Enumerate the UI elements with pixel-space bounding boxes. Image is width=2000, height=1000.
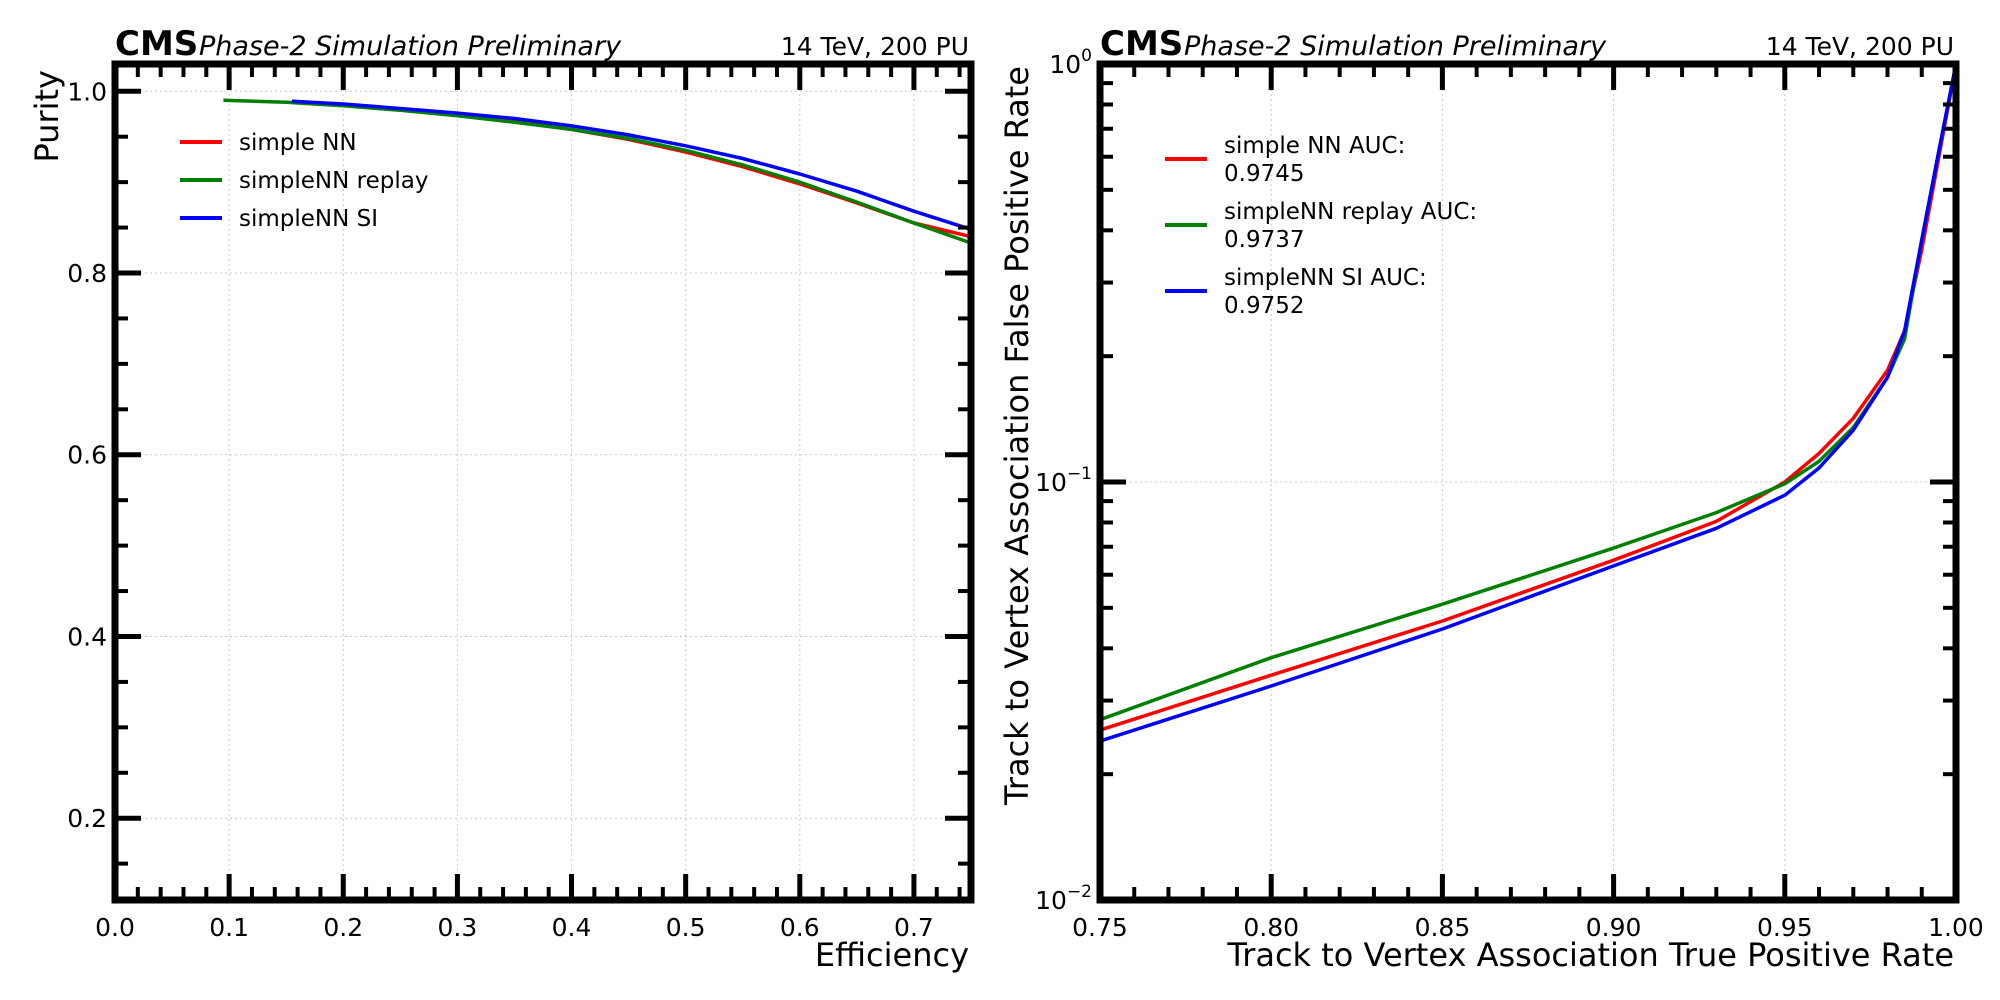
series-lines [223, 98, 972, 245]
legend-label: simple NN AUC: [1224, 133, 1405, 159]
energy-label: 14 TeV, 200 PU [1766, 32, 1954, 61]
legend-label: simpleNN replay [239, 168, 428, 194]
legend-item: simpleNN SI [180, 206, 378, 232]
x-tick-label: 0.0 [95, 913, 135, 942]
x-tick-label: 0.5 [666, 913, 706, 942]
y-tick-label: 0.8 [67, 259, 107, 288]
x-tick-label: 1.00 [1928, 913, 1984, 942]
cms-label: CMS [1100, 24, 1183, 64]
preliminary-label: Phase-2 Simulation Preliminary [1184, 31, 1607, 62]
series-line-2 [1099, 63, 1958, 743]
x-tick-label: 0.7 [894, 913, 934, 942]
y-tick-label: 10−1 [1035, 464, 1092, 497]
series-line-2 [291, 99, 972, 232]
purity-efficiency-chart: 0.0 0.1 0.2 0.3 0.4 0.5 0.6 0.7 0.2 0.4 0.6 0.8 1.0… [28, 24, 975, 974]
x-tick-label: 0.4 [552, 913, 592, 942]
legend: simple NN AUC:0.9745 simpleNN replay AUC:… [1165, 133, 1477, 319]
x-tick-labels: 0.0 0.1 0.2 0.3 0.4 0.5 0.6 0.7 [95, 913, 934, 942]
x-axis-title: Track to Vertex Association True Positiv… [1226, 936, 1954, 974]
x-tick-label: 0.1 [209, 913, 249, 942]
legend-item: simple NN AUC:0.9745 [1165, 133, 1405, 187]
preliminary-label: Phase-2 Simulation Preliminary [199, 31, 622, 62]
x-tick-label: 0.6 [780, 913, 820, 942]
y-tick-label: 1.0 [67, 77, 107, 106]
series-line-1 [223, 98, 972, 245]
y-axis-title: Track to Vertex Association False Positi… [998, 66, 1036, 806]
plot-frame [1096, 60, 1960, 904]
grid-lines [1100, 64, 1956, 900]
y-tick-labels: 0.2 0.4 0.6 0.8 1.0 [67, 77, 107, 833]
x-axis-title: Efficiency [815, 936, 969, 974]
plot-frame [111, 60, 975, 904]
legend-item: simpleNN replay [180, 168, 428, 194]
series-lines [1099, 63, 1958, 743]
x-tick-label: 0.80 [1243, 913, 1299, 942]
x-tick-label: 0.90 [1586, 913, 1642, 942]
grid-lines [115, 64, 971, 900]
legend: simple NN simpleNN replay simpleNN SI [180, 130, 428, 232]
legend-value: 0.9752 [1224, 293, 1304, 319]
x-tick-label: 0.2 [323, 913, 363, 942]
x-tick-labels: 0.75 0.80 0.85 0.90 0.95 1.00 [1072, 913, 1984, 942]
legend-item: simpleNN SI AUC:0.9752 [1165, 265, 1427, 319]
y-tick-labels: 10−2 10−1 100 [1035, 46, 1092, 915]
y-tick-label: 100 [1049, 46, 1092, 79]
legend-label: simple NN [239, 130, 357, 156]
legend-value: 0.9737 [1224, 227, 1304, 253]
legend-label: simpleNN replay AUC: [1224, 199, 1477, 225]
legend-label: simpleNN SI [239, 206, 378, 232]
legend-label: simpleNN SI AUC: [1224, 265, 1427, 291]
x-tick-label: 0.95 [1757, 913, 1813, 942]
y-tick-label: 0.4 [67, 622, 107, 651]
roc-chart: 0.75 0.80 0.85 0.90 0.95 1.00 10−2 10−1 100 CMS… [998, 24, 1984, 974]
y-tick-label: 0.6 [67, 441, 107, 470]
cms-label: CMS [115, 24, 198, 64]
y-axis-title: Purity [28, 70, 66, 163]
y-tick-label: 0.2 [67, 804, 107, 833]
x-tick-label: 0.75 [1072, 913, 1128, 942]
energy-label: 14 TeV, 200 PU [781, 32, 969, 61]
legend-value: 0.9745 [1224, 161, 1304, 187]
y-tick-label: 10−2 [1035, 882, 1092, 915]
legend-item: simpleNN replay AUC:0.9737 [1165, 199, 1477, 253]
legend-item: simple NN [180, 130, 357, 156]
x-tick-label: 0.3 [438, 913, 478, 942]
axis-ticks [112, 64, 971, 900]
axis-ticks [1097, 61, 1959, 903]
x-tick-label: 0.85 [1415, 913, 1471, 942]
